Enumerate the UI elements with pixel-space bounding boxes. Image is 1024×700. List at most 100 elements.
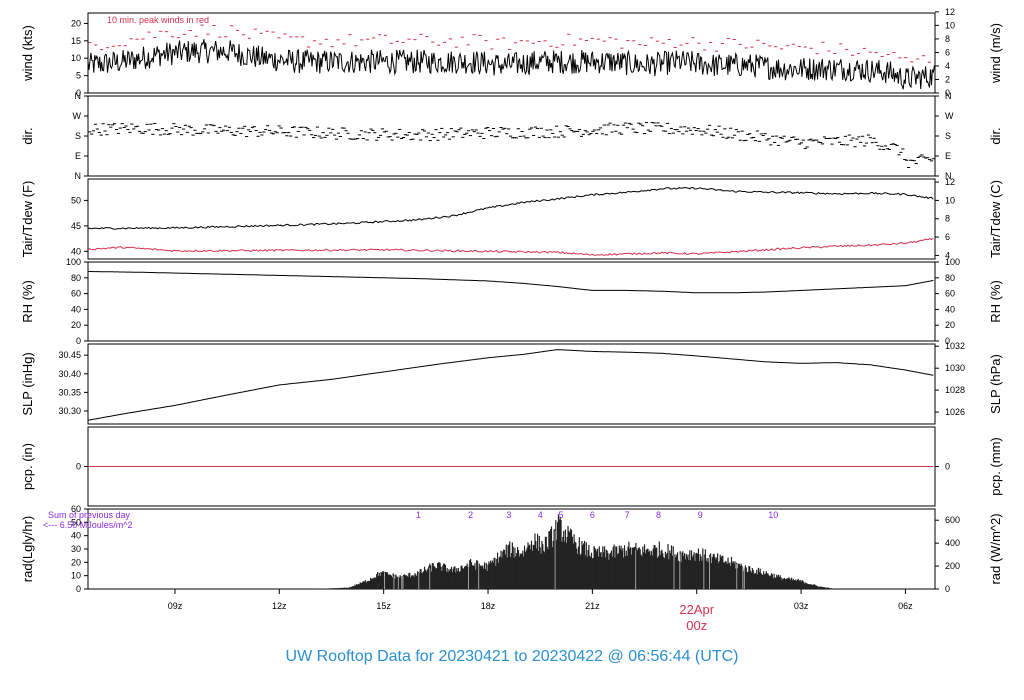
ytick-label: 0 — [76, 88, 81, 98]
hour-mark-label: 8 — [656, 510, 661, 520]
ytick-label: 30.35 — [58, 387, 81, 397]
ytick-label: 20 — [71, 18, 81, 28]
xtick-label: 12z — [272, 601, 287, 611]
xtick-label: 09z — [168, 601, 183, 611]
ytick-label: 50 — [71, 517, 81, 527]
ytick-label-right: 40 — [945, 304, 955, 314]
ytick-label-right: N — [945, 171, 952, 181]
y-axis-label-right: pcp. (mm) — [988, 437, 1003, 496]
ytick-label: 5 — [76, 71, 81, 81]
ytick-label: N — [75, 91, 82, 101]
series-wind-1 — [88, 24, 932, 63]
y-axis-label: rad(Lgly/hr) — [20, 516, 35, 582]
ytick-label-right: 8 — [945, 214, 950, 224]
panel-temp: 40 45 50 4 6 8 10 12 Tair/Tdew (F) Tair/Tdew (C) — [20, 177, 1003, 260]
ytick-label-right: 2 — [945, 74, 950, 84]
ytick-label: 10 — [71, 53, 81, 63]
ytick-label: 15 — [71, 36, 81, 46]
ytick-label-right: 1026 — [945, 407, 965, 417]
hour-mark-label: 4 — [538, 510, 543, 520]
series-wind-0 — [87, 39, 935, 90]
ytick-label: 40 — [71, 304, 81, 314]
ytick-label-right: 12 — [945, 7, 955, 17]
ytick-label: W — [73, 111, 82, 121]
ytick-label-right: 6 — [945, 47, 950, 57]
y-axis-label-right: SLP (hPa) — [988, 354, 1003, 414]
ytick-label: 60 — [71, 504, 81, 514]
ytick-label-right: 600 — [945, 515, 960, 525]
ytick-label-right: 20 — [945, 320, 955, 330]
y-axis-label: wind (kts) — [20, 25, 35, 82]
ytick-label: E — [75, 151, 81, 161]
ytick-label-right: 1032 — [945, 341, 965, 351]
ytick-label: 30 — [71, 544, 81, 554]
ytick-label-right: 4 — [945, 61, 950, 71]
ytick-label: 30.40 — [58, 369, 81, 379]
y-axis-label: pcp. (in) — [20, 443, 35, 490]
ytick-label: 100 — [66, 257, 81, 267]
ytick-label-right: 8 — [945, 34, 950, 44]
ytick-label: S — [75, 131, 81, 141]
ytick-label-right: 100 — [945, 257, 960, 267]
chart-title: UW Rooftop Data for 20230421 to 20230422… — [285, 648, 739, 665]
ytick-label-right: 0 — [945, 336, 950, 346]
xtick-label: 15z — [376, 601, 391, 611]
ytick-label: 80 — [71, 273, 81, 283]
ytick-label: 0 — [76, 462, 81, 472]
panel-pcp: 0 0 pcp. (in) pcp. (mm) — [20, 426, 1003, 507]
ytick-label: 20 — [71, 557, 81, 567]
panel-slp: 30.30 30.35 30.40 30.45 1026 1028 1030 1032 SLP … — [20, 341, 1003, 425]
ytick-label-right: 400 — [945, 538, 960, 548]
panel-rh: 0 20 40 60 80 100 0 20 40 60 80 100 RH (%) RH (%) — [20, 257, 1003, 346]
ytick-label-right: N — [945, 91, 952, 101]
panel-wind: 0 5 10 15 20 0 2 4 6 8 10 12 wind (kts) wind (m/s) 10 … — [20, 7, 1003, 98]
ytick-label: 30.30 — [58, 406, 81, 416]
ytick-label-right: 4 — [945, 250, 950, 260]
panel-frame-wind — [87, 12, 936, 94]
ytick-label-right: 0 — [945, 584, 950, 594]
ytick-label: 10 — [71, 571, 81, 581]
ytick-label-right: 0 — [945, 462, 950, 472]
series-temp-0 — [87, 186, 934, 230]
y-axis-label-right: wind (m/s) — [988, 23, 1003, 84]
rad-annotation-value: <--- 6.50 MJoules/m^2 — [43, 520, 133, 530]
ytick-label-right: 10 — [945, 195, 955, 205]
ytick-label-right: E — [945, 151, 951, 161]
ytick-label-right: 1028 — [945, 385, 965, 395]
series-rh-0 — [88, 271, 934, 294]
xtick-label: 18z — [481, 601, 496, 611]
ytick-label: 60 — [71, 289, 81, 299]
ytick-label-right: 80 — [945, 273, 955, 283]
ytick-label-right: 6 — [945, 232, 950, 242]
y-axis-label-right: RH (%) — [988, 280, 1003, 323]
hour-mark-label: 10 — [768, 510, 778, 520]
y-axis-label-right: dir. — [988, 127, 1003, 144]
hour-mark-label: 2 — [468, 510, 473, 520]
xtick-label: 21z — [585, 601, 600, 611]
panel-frame-slp — [87, 343, 936, 425]
xtick-label: 03z — [794, 601, 809, 611]
ytick-label-right: 10 — [945, 20, 955, 30]
ytick-label-right: 1030 — [945, 363, 965, 373]
ytick-label-right: 12 — [945, 177, 955, 187]
series-temp-1 — [87, 237, 934, 256]
ytick-label: 30.45 — [58, 350, 81, 360]
y-axis-label: Tair/Tdew (F) — [20, 181, 35, 258]
hour-mark-label: 6 — [590, 510, 595, 520]
ytick-label: 50 — [71, 195, 81, 205]
ytick-label: 40 — [71, 246, 81, 256]
hour-mark-label: 5 — [559, 510, 564, 520]
xtick-label: 06z — [898, 601, 913, 611]
y-axis-label: RH (%) — [20, 280, 35, 323]
ytick-label: 0 — [76, 336, 81, 346]
ytick-label-right: W — [945, 111, 954, 121]
y-axis-label: dir. — [20, 127, 35, 144]
ytick-label-right: 200 — [945, 561, 960, 571]
ytick-label: 40 — [71, 531, 81, 541]
wind-annotation: 10 min. peak winds in red — [107, 15, 209, 25]
ytick-label: 0 — [76, 584, 81, 594]
series-dir-0 — [88, 122, 936, 168]
